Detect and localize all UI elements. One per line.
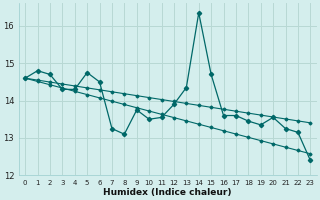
X-axis label: Humidex (Indice chaleur): Humidex (Indice chaleur)	[103, 188, 232, 197]
